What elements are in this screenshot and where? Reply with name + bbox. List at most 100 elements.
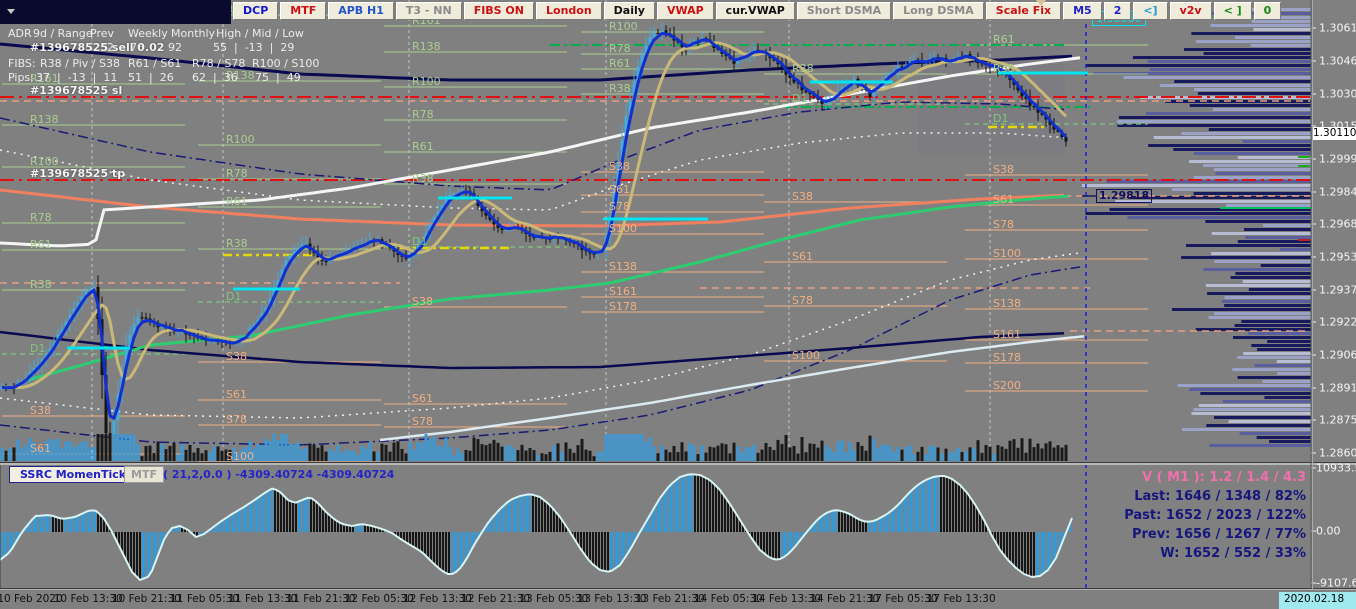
pivot-label-s61: S61 <box>609 183 630 196</box>
time-tick: 10 Feb 13:30 <box>53 593 123 605</box>
pivot-label-r61: R61 <box>412 140 434 153</box>
pivot-label-r100: R100 <box>226 133 255 146</box>
pivot-label-s178: S178 <box>993 351 1021 364</box>
pivot-label-r100: R100 <box>412 75 441 88</box>
pivot-label-s100: S100 <box>226 450 254 463</box>
price-tick: 1.28755 <box>1319 413 1356 427</box>
ssrc-momenticks-button[interactable]: SSRC MomenTicks <box>9 466 144 483</box>
toolbar-button-dcp[interactable]: DCP <box>233 2 279 20</box>
time-tick: 17 Feb 05:30 <box>868 593 938 605</box>
pivot-label-r161: R161 <box>30 72 59 85</box>
pivot-label-r138: R138 <box>30 113 59 126</box>
time-tick: 10 Feb 2020 <box>0 593 63 605</box>
toolbar-button-short-dsma[interactable]: Short DSMA <box>796 2 892 20</box>
price-tick: 1.30305 <box>1319 87 1356 101</box>
pivot-label-s161: S161 <box>993 328 1021 341</box>
price-tick: 1.29840 <box>1319 185 1356 199</box>
pivot-label-r100: R100 <box>30 155 59 168</box>
info-cell: 76 <box>130 41 144 54</box>
toolbar-button-0[interactable]: 0 <box>1253 2 1282 20</box>
pivot-label-r138: R138 <box>412 40 441 53</box>
time-tick: 13 Feb 05:30 <box>519 593 589 605</box>
pivot-label-s38: S38 <box>609 160 630 173</box>
info-cell: 55 | -13 | 29 <box>213 41 295 54</box>
pivot-label-r38: R38 <box>412 172 434 185</box>
pivot-label-r38: R38 <box>609 82 631 95</box>
toolbar-button-2[interactable]: 2 <box>1103 2 1132 20</box>
toolbar-button-[interactable]: < ] <box>1213 2 1252 20</box>
toolbar-button-cur-vwap[interactable]: cur.VWAP <box>715 2 795 20</box>
info-cell: Pips: <box>8 71 34 84</box>
time-tick: 10 Feb 21:30 <box>111 593 181 605</box>
pivot-label-r138: R138 <box>226 69 255 82</box>
toolbar-button-scale-fix[interactable]: Scale Fix <box>985 2 1062 20</box>
toolbar-button-mtf[interactable]: MTF <box>280 2 327 20</box>
level-price-marker: 1.29818 <box>1096 189 1153 203</box>
time-tick: 17 Feb 13:30 <box>926 593 996 605</box>
price-tick: 1.30460 <box>1319 54 1356 68</box>
pivot-label-s78: S78 <box>226 413 247 426</box>
info-cell: R78 / S78 <box>192 57 246 70</box>
toolbar-button-daily[interactable]: Daily <box>603 2 655 20</box>
pivot-label-r38: R38 <box>226 237 248 250</box>
toolbar-button-vwap[interactable]: VWAP <box>656 2 714 20</box>
info-cell: R61 / S61 <box>128 57 182 70</box>
info-cell: High / Mid / Low <box>216 27 304 40</box>
time-tick: 12 Feb 05:30 <box>344 593 414 605</box>
time-tick: 14 Feb 13:30 <box>752 593 822 605</box>
info-cell: 52 <box>100 41 114 54</box>
toolbar-button-[interactable]: <] <box>1133 2 1168 20</box>
toolbar-button-london[interactable]: London <box>536 2 602 20</box>
time-tick: 11 Feb 05:30 <box>170 593 240 605</box>
toolbar-button-fibs-on[interactable]: FIBS ON <box>463 2 534 20</box>
pivot-label-d1: D1 <box>993 112 1009 125</box>
toolbar-button-t3-nn[interactable]: T3 - NN <box>395 2 462 20</box>
sub-axis-tick: 10933.554 <box>1316 461 1356 475</box>
price-tick: 1.29995 <box>1319 152 1356 166</box>
info-cell: R100 / S100 <box>252 57 320 70</box>
pivot-label-s61: S61 <box>412 392 433 405</box>
pivot-label-s178: S178 <box>609 300 637 313</box>
toolbar-button-v2v[interactable]: v2v <box>1169 2 1212 20</box>
pivot-label-s61: S61 <box>792 250 813 263</box>
pivot-label-s100: S100 <box>993 247 1021 260</box>
chart-shift-marker-icon[interactable] <box>1036 0 1046 6</box>
info-cell: 37 | -13 | 11 <box>36 71 118 84</box>
indicator-params-label: ( 21,2,0.0 ) -4309.40724 -4309.40724 <box>163 468 395 481</box>
mtf-button[interactable]: MTF <box>124 466 164 483</box>
chevron-down-icon[interactable] <box>7 9 15 14</box>
pivot-label-s38: S38 <box>792 190 813 203</box>
pivot-label-r38: R38 <box>993 62 1015 75</box>
toolbar-button-apb-h1[interactable]: APB H1 <box>328 2 394 20</box>
info-cell: ADR <box>8 27 32 40</box>
pivot-label-d1: D1 <box>226 290 242 303</box>
price-tick: 1.29065 <box>1319 348 1356 362</box>
pivot-label-s61: S61 <box>226 388 247 401</box>
take-profit-label: #139678525 tp <box>30 167 126 180</box>
pivot-label-d1: D1 <box>792 92 808 105</box>
pivot-label-s138: S138 <box>993 297 1021 310</box>
info-cell: Weekly <box>128 27 168 40</box>
time-tick: 11 Feb 21:30 <box>286 593 356 605</box>
price-tick: 1.28910 <box>1319 381 1356 395</box>
pivot-label-s38: S38 <box>30 404 51 417</box>
pivot-label-s138: S138 <box>609 260 637 273</box>
pivot-label-s200: S200 <box>993 379 1021 392</box>
time-tick: 12 Feb 13:30 <box>402 593 472 605</box>
pivot-label-s78: S78 <box>792 294 813 307</box>
stop-loss-label: #139678525 sl <box>30 84 123 97</box>
pivot-label-r78: R78 <box>226 167 248 180</box>
crosshair-timestamp-box: 2020.02.18 23:30 <box>1279 592 1356 609</box>
info-cell: 92 <box>168 41 182 54</box>
price-tick: 1.29530 <box>1319 250 1356 264</box>
pivot-label-s100: S100 <box>609 222 637 235</box>
sub-axis-tick: 0.00 <box>1316 524 1341 538</box>
time-tick: 14 Feb 21:30 <box>810 593 880 605</box>
info-cell: 75 | 49 <box>255 71 301 84</box>
stat-line-2: Past: 1652 / 2023 / 122% <box>1124 508 1306 523</box>
toolbar-button-long-dsma[interactable]: Long DSMA <box>893 2 984 20</box>
current-price-box: 1.30110 <box>1313 127 1356 140</box>
toolbar-button-m5[interactable]: M5 <box>1063 2 1102 20</box>
